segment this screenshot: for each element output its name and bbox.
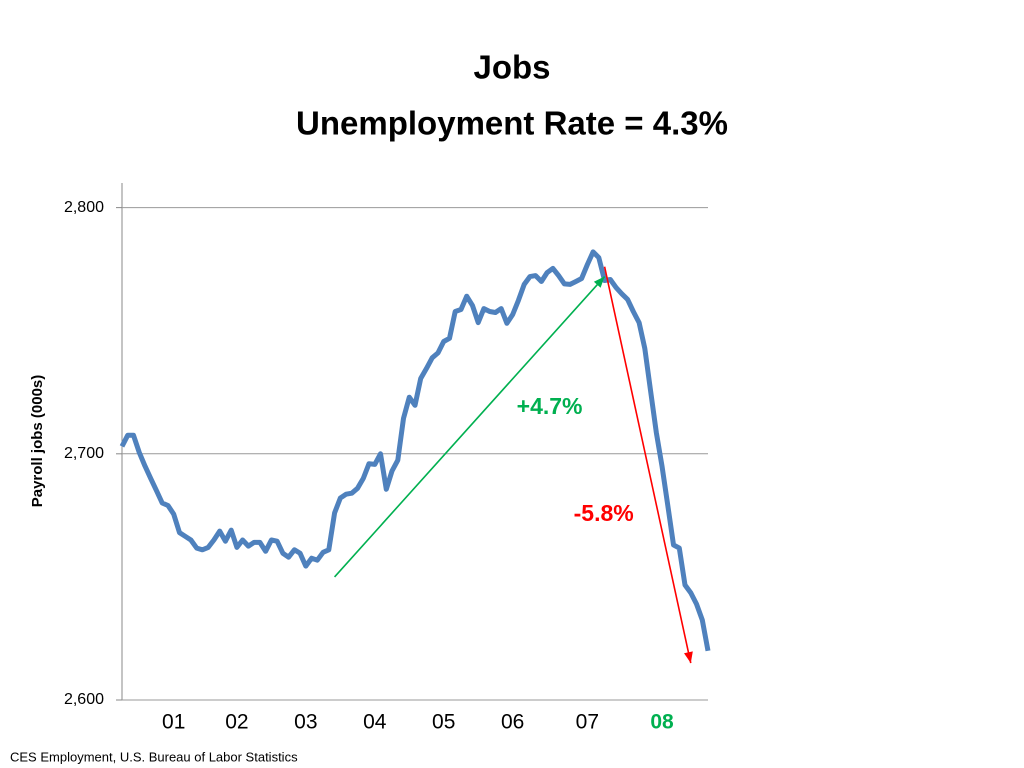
x-tick-label: 06 (501, 711, 524, 734)
x-tick-label: 07 (576, 711, 599, 734)
annotation-arrow (333, 276, 606, 578)
chart-subtitle: Unemployment Rate = 4.3% (296, 105, 728, 142)
x-tick-label: 03 (294, 711, 317, 734)
data-line (119, 249, 711, 652)
arrow-head (684, 651, 693, 664)
y-axis-label: Payroll jobs (000s) (29, 375, 46, 508)
y-tick-label: 2,600 (64, 691, 104, 708)
arrow-head (593, 276, 605, 288)
annotation-arrow (603, 266, 692, 664)
x-tick-label: 05 (432, 711, 455, 734)
chart-title: Jobs (473, 49, 550, 86)
x-tick-label: 08 (650, 711, 674, 734)
annotation-label: +4.7% (517, 393, 583, 419)
x-tick-label: 04 (363, 711, 387, 734)
x-tick-label: 02 (225, 711, 248, 734)
source-note: CES Employment, U.S. Bureau of Labor Sta… (10, 749, 298, 764)
y-tick-label: 2,700 (64, 445, 104, 462)
x-tick-label: 01 (162, 711, 185, 734)
y-tick-label: 2,800 (64, 199, 104, 216)
annotation-label: -5.8% (574, 500, 634, 526)
